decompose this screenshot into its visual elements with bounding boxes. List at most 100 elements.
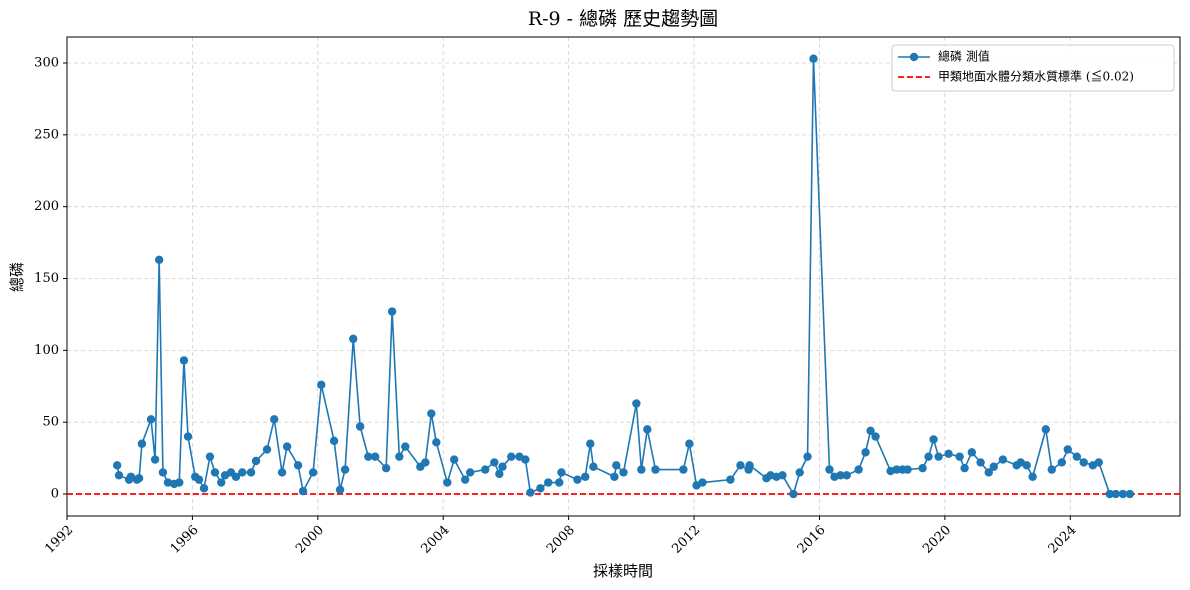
y-tick-label: 0	[51, 487, 59, 502]
x-tick-label: 2000	[293, 523, 327, 557]
data-point	[395, 452, 404, 461]
data-point	[955, 452, 964, 461]
data-point	[651, 465, 660, 474]
data-point	[573, 475, 582, 484]
data-point	[610, 472, 619, 481]
legend-label: 甲類地面水體分類水質標準 (≦0.02)	[938, 69, 1134, 84]
data-point	[998, 455, 1008, 464]
data-point	[490, 458, 499, 467]
data-point	[836, 471, 845, 480]
data-point	[217, 478, 226, 487]
data-point	[795, 468, 804, 477]
y-tick-label: 100	[34, 343, 59, 358]
data-point	[1125, 489, 1135, 499]
data-point	[183, 432, 193, 441]
data-point	[498, 462, 507, 471]
data-point	[736, 461, 745, 470]
data-point	[1072, 452, 1082, 461]
data-point	[612, 461, 621, 470]
x-tick-label: 2024	[1046, 523, 1080, 557]
y-tick-label: 150	[34, 271, 59, 286]
data-point	[944, 449, 953, 458]
y-tick-label: 300	[34, 56, 59, 71]
data-point	[432, 438, 441, 447]
data-point	[685, 439, 694, 448]
y-tick-label: 200	[34, 199, 59, 214]
data-point	[179, 356, 189, 365]
data-point	[481, 465, 490, 474]
data-point	[507, 452, 516, 461]
data-point	[637, 465, 646, 474]
y-axis-label: 總磷	[8, 262, 26, 292]
data-point	[364, 452, 373, 461]
data-point	[1057, 458, 1067, 467]
data-point	[401, 442, 410, 451]
data-point	[1094, 458, 1103, 467]
data-point	[918, 463, 927, 473]
data-point	[589, 462, 598, 471]
data-point	[210, 468, 220, 477]
data-point	[586, 439, 595, 448]
data-point	[976, 458, 985, 467]
data-point	[137, 439, 147, 448]
data-point	[158, 468, 168, 477]
data-point	[282, 442, 292, 451]
x-tick-label: 2004	[419, 523, 453, 557]
data-point	[163, 478, 173, 487]
data-point	[1041, 425, 1051, 434]
data-point	[809, 54, 818, 63]
series-line	[116, 58, 1130, 497]
data-point	[251, 456, 261, 466]
data-point	[146, 415, 156, 424]
data-point	[298, 486, 308, 496]
data-point	[194, 475, 204, 484]
x-axis-label: 採樣時間	[593, 562, 653, 580]
data-point	[1118, 489, 1128, 499]
data-point	[199, 484, 209, 493]
legend-label: 總磷 測值	[938, 49, 990, 64]
data-point	[150, 455, 160, 464]
data-point	[1047, 465, 1056, 474]
data-point	[825, 465, 834, 474]
data-point	[581, 472, 590, 481]
data-point	[967, 448, 977, 457]
data-point	[460, 475, 470, 484]
data-point	[789, 489, 798, 499]
data-point	[960, 463, 969, 473]
data-point	[903, 465, 912, 474]
data-point	[526, 488, 535, 497]
data-point	[745, 461, 754, 470]
data-point	[231, 472, 241, 481]
x-tick-label: 2012	[669, 523, 703, 557]
data-point	[205, 452, 215, 461]
data-point	[154, 255, 164, 265]
data-point	[726, 475, 735, 484]
data-point	[370, 452, 380, 461]
data-point	[270, 415, 279, 424]
data-point	[854, 465, 863, 474]
data-point	[803, 452, 812, 461]
data-point	[238, 468, 247, 477]
data-point	[871, 432, 880, 441]
data-point	[924, 452, 933, 461]
data-point	[934, 452, 943, 461]
data-point	[866, 426, 875, 436]
data-point	[544, 478, 553, 487]
data-point	[521, 455, 530, 464]
data-point	[929, 435, 938, 444]
data-point	[842, 471, 851, 480]
data-point	[262, 445, 272, 454]
data-point	[308, 468, 318, 477]
data-point	[495, 469, 504, 479]
data-point	[421, 458, 430, 467]
data-point	[340, 465, 350, 474]
data-point	[892, 465, 901, 474]
x-tick-label: 2020	[920, 523, 954, 557]
data-point	[381, 463, 391, 473]
legend-box	[891, 44, 1175, 92]
data-point	[679, 465, 688, 474]
data-point	[443, 478, 452, 487]
data-point	[114, 471, 124, 480]
